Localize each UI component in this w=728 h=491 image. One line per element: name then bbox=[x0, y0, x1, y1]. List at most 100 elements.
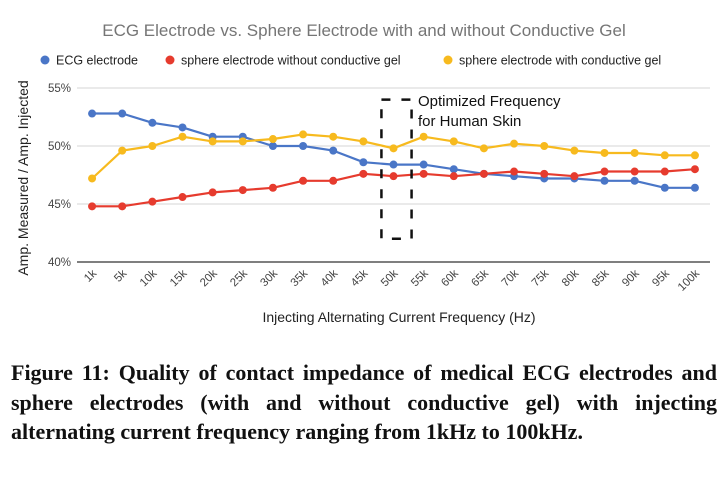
x-tick-label: 1k bbox=[82, 267, 99, 284]
x-tick-label: 85k bbox=[590, 267, 612, 289]
line-chart: ECG Electrode vs. Sphere Electrode with … bbox=[15, 21, 710, 325]
data-point-2 bbox=[630, 148, 639, 157]
x-tick-label: 90k bbox=[620, 267, 642, 289]
series-group bbox=[88, 109, 699, 211]
y-axis-ticks: 40% 45% 50% 55% bbox=[48, 83, 71, 269]
data-point-2 bbox=[449, 137, 458, 146]
data-point-1 bbox=[268, 183, 277, 192]
x-axis-ticks: 1k 5k 10k 15k 20k 25k 30k 35k 40k 45k 50k 55k 60k 65k… bbox=[82, 267, 702, 293]
data-point-1 bbox=[238, 186, 247, 195]
x-tick-label: 45k bbox=[349, 267, 371, 289]
x-tick-label: 30k bbox=[258, 267, 280, 289]
x-tick-label: 100k bbox=[676, 267, 702, 293]
data-point-0 bbox=[630, 176, 639, 185]
annotation-line-1: Optimized Frequency bbox=[418, 93, 561, 110]
data-point-1 bbox=[299, 176, 308, 185]
data-point-2 bbox=[419, 132, 428, 141]
y-tick-label: 40% bbox=[48, 257, 71, 269]
data-point-2 bbox=[479, 144, 488, 153]
data-point-2 bbox=[510, 139, 519, 148]
data-point-1 bbox=[329, 176, 338, 185]
optimized-frequency-box bbox=[380, 98, 413, 241]
data-point-1 bbox=[479, 169, 488, 178]
data-point-1 bbox=[600, 167, 609, 176]
data-point-1 bbox=[208, 188, 217, 197]
data-point-0 bbox=[329, 146, 338, 155]
legend: ECG electrode sphere electrode without c… bbox=[40, 54, 661, 68]
x-tick-label: 50k bbox=[379, 267, 401, 289]
data-point-0 bbox=[660, 183, 669, 192]
data-point-0 bbox=[600, 176, 609, 185]
x-tick-label: 95k bbox=[650, 267, 672, 289]
legend-marker-ecg bbox=[40, 55, 50, 65]
data-point-1 bbox=[540, 169, 549, 178]
data-point-1 bbox=[359, 169, 368, 178]
legend-label-sphere-gel: sphere electrode with conductive gel bbox=[459, 54, 661, 68]
data-point-2 bbox=[690, 151, 699, 160]
x-tick-label: 40k bbox=[319, 267, 341, 289]
x-tick-label: 75k bbox=[530, 267, 552, 289]
data-point-1 bbox=[419, 169, 428, 178]
data-point-2 bbox=[660, 151, 669, 160]
legend-marker-sphere-gel bbox=[443, 55, 453, 65]
data-point-2 bbox=[600, 148, 609, 157]
y-tick-label: 45% bbox=[48, 199, 71, 211]
data-point-2 bbox=[389, 144, 398, 153]
x-tick-label: 60k bbox=[439, 267, 461, 289]
data-point-0 bbox=[178, 123, 187, 132]
data-point-0 bbox=[299, 142, 308, 150]
data-point-2 bbox=[88, 174, 97, 183]
data-point-2 bbox=[268, 135, 277, 144]
data-point-0 bbox=[118, 109, 127, 118]
data-point-2 bbox=[238, 137, 247, 146]
data-point-0 bbox=[449, 165, 458, 174]
legend-marker-sphere-no-gel bbox=[165, 55, 175, 65]
data-point-0 bbox=[268, 142, 277, 150]
data-point-1 bbox=[690, 165, 699, 174]
x-tick-label: 80k bbox=[560, 267, 582, 289]
x-tick-label: 5k bbox=[112, 267, 129, 284]
data-point-1 bbox=[660, 167, 669, 176]
data-point-0 bbox=[389, 160, 398, 169]
chart-title: ECG Electrode vs. Sphere Electrode with … bbox=[102, 21, 626, 40]
optimized-frequency-annotation: Optimized Frequency for Human Skin bbox=[380, 93, 561, 241]
data-point-2 bbox=[178, 132, 187, 141]
data-point-1 bbox=[630, 167, 639, 176]
data-point-0 bbox=[419, 160, 428, 169]
legend-label-ecg: ECG electrode bbox=[56, 54, 138, 68]
data-point-2 bbox=[208, 137, 217, 146]
data-point-1 bbox=[148, 197, 157, 206]
data-point-1 bbox=[570, 172, 579, 181]
x-tick-label: 10k bbox=[138, 267, 160, 289]
data-point-1 bbox=[178, 193, 187, 202]
data-point-2 bbox=[118, 146, 127, 155]
data-point-1 bbox=[389, 172, 398, 181]
x-tick-label: 35k bbox=[289, 267, 311, 289]
legend-label-sphere-no-gel: sphere electrode without conductive gel bbox=[181, 54, 401, 68]
x-tick-label: 65k bbox=[469, 267, 491, 289]
data-point-1 bbox=[510, 167, 519, 176]
data-point-0 bbox=[359, 158, 368, 167]
data-point-2 bbox=[540, 142, 549, 150]
y-axis-label: Amp. Measured / Amp. Injected bbox=[15, 80, 31, 275]
data-point-2 bbox=[570, 146, 579, 155]
data-point-2 bbox=[359, 137, 368, 146]
x-tick-label: 25k bbox=[228, 267, 250, 289]
annotation-line-2: for Human Skin bbox=[418, 113, 521, 130]
data-point-1 bbox=[449, 172, 458, 181]
y-tick-label: 50% bbox=[48, 141, 71, 153]
data-point-1 bbox=[88, 202, 97, 211]
data-point-0 bbox=[690, 183, 699, 192]
data-point-0 bbox=[88, 109, 97, 118]
figure-caption: Figure 11: Quality of contact impedance … bbox=[11, 360, 717, 444]
x-tick-label: 70k bbox=[500, 267, 522, 289]
data-point-1 bbox=[118, 202, 127, 211]
x-axis-label: Injecting Alternating Current Frequency … bbox=[262, 309, 535, 325]
data-point-2 bbox=[299, 130, 308, 139]
data-point-2 bbox=[329, 132, 338, 141]
data-point-2 bbox=[148, 142, 157, 150]
x-tick-label: 15k bbox=[168, 267, 190, 289]
x-tick-label: 20k bbox=[198, 267, 220, 289]
y-tick-label: 55% bbox=[48, 83, 71, 95]
data-point-0 bbox=[148, 118, 157, 127]
